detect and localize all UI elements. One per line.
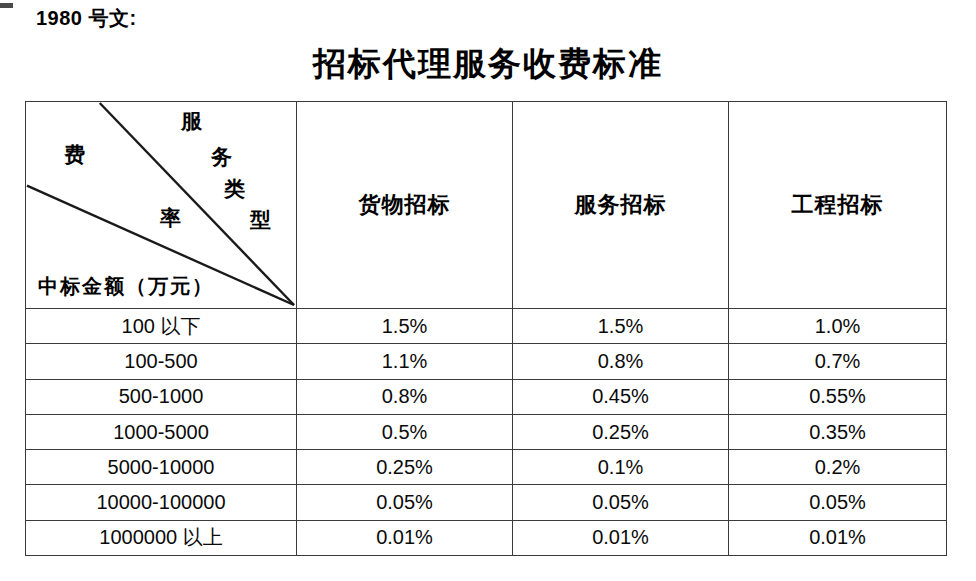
table-row: 1000-5000 0.5% 0.25% 0.35% bbox=[26, 414, 947, 449]
amount-range-cell: 100 以下 bbox=[26, 309, 297, 344]
goods-rate-cell: 0.25% bbox=[297, 450, 513, 485]
amount-range-cell: 1000-5000 bbox=[26, 414, 297, 449]
amount-range-cell: 1000000 以上 bbox=[26, 520, 297, 555]
works-rate-cell: 0.2% bbox=[729, 450, 947, 485]
corner-row-axis-label: 中标金额（万元） bbox=[38, 273, 214, 300]
document-page: 1980 号文: 招标代理服务收费标准 服 务 类 型 费 bbox=[0, 0, 976, 581]
corner-service-type-char-3: 类 bbox=[224, 179, 245, 200]
column-header-goods-bidding: 货物招标 bbox=[297, 102, 513, 309]
goods-rate-cell: 1.5% bbox=[297, 309, 513, 344]
service-rate-cell: 0.01% bbox=[513, 520, 729, 555]
column-header-service-bidding: 服务招标 bbox=[513, 102, 729, 309]
amount-range-cell: 100-500 bbox=[26, 344, 297, 379]
service-rate-cell: 0.1% bbox=[513, 450, 729, 485]
table-row: 1000000 以上 0.01% 0.01% 0.01% bbox=[26, 520, 947, 555]
works-rate-cell: 0.01% bbox=[729, 520, 947, 555]
corner-fee-char-2: 率 bbox=[160, 208, 181, 229]
table-row: 100-500 1.1% 0.8% 0.7% bbox=[26, 344, 947, 379]
table-header-row: 服 务 类 型 费 率 中标金额（万元） 货物招标 服务招标 工程招标 bbox=[26, 102, 947, 309]
table-row: 10000-100000 0.05% 0.05% 0.05% bbox=[26, 485, 947, 520]
corner-fee-char-1: 费 bbox=[64, 145, 85, 166]
amount-range-cell: 10000-100000 bbox=[26, 485, 297, 520]
works-rate-cell: 0.7% bbox=[729, 344, 947, 379]
works-rate-cell: 1.0% bbox=[729, 309, 947, 344]
service-rate-cell: 0.05% bbox=[513, 485, 729, 520]
goods-rate-cell: 0.5% bbox=[297, 414, 513, 449]
service-rate-cell: 1.5% bbox=[513, 309, 729, 344]
fee-standard-table: 服 务 类 型 费 率 中标金额（万元） 货物招标 服务招标 工程招标 100 … bbox=[25, 101, 947, 556]
table-row: 5000-10000 0.25% 0.1% 0.2% bbox=[26, 450, 947, 485]
table-row: 100 以下 1.5% 1.5% 1.0% bbox=[26, 309, 947, 344]
goods-rate-cell: 0.05% bbox=[297, 485, 513, 520]
service-rate-cell: 0.8% bbox=[513, 344, 729, 379]
goods-rate-cell: 0.8% bbox=[297, 379, 513, 414]
scan-artifact-mark bbox=[0, 3, 13, 8]
amount-range-cell: 5000-10000 bbox=[26, 450, 297, 485]
corner-service-type-char-1: 服 bbox=[181, 111, 202, 132]
service-rate-cell: 0.45% bbox=[513, 379, 729, 414]
works-rate-cell: 0.05% bbox=[729, 485, 947, 520]
page-title: 招标代理服务收费标准 bbox=[0, 42, 976, 87]
doc-number-label: 1980 号文: bbox=[36, 5, 137, 32]
goods-rate-cell: 0.01% bbox=[297, 520, 513, 555]
corner-service-type-char-4: 型 bbox=[250, 210, 271, 231]
works-rate-cell: 0.55% bbox=[729, 379, 947, 414]
column-header-works-bidding: 工程招标 bbox=[729, 102, 947, 309]
amount-range-cell: 500-1000 bbox=[26, 379, 297, 414]
corner-service-type-char-2: 务 bbox=[211, 147, 232, 168]
table-corner-cell: 服 务 类 型 费 率 中标金额（万元） bbox=[26, 102, 297, 309]
service-rate-cell: 0.25% bbox=[513, 414, 729, 449]
works-rate-cell: 0.35% bbox=[729, 414, 947, 449]
table-row: 500-1000 0.8% 0.45% 0.55% bbox=[26, 379, 947, 414]
goods-rate-cell: 1.1% bbox=[297, 344, 513, 379]
